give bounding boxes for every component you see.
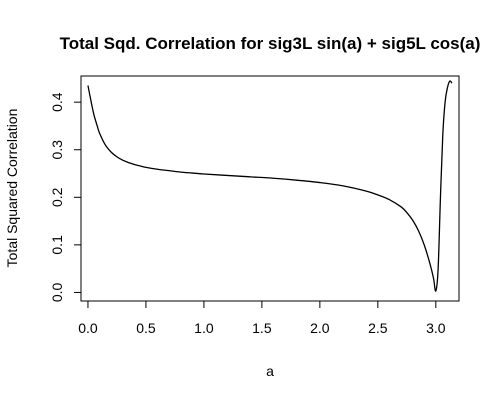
y-tick-label: 0.0 [49,282,65,302]
x-tick-label: 1.5 [252,320,272,336]
y-tick-label: 0.2 [49,187,65,207]
x-tick-label: 2.0 [310,320,330,336]
x-tick-label: 2.5 [368,320,388,336]
plot-frame [80,75,460,302]
y-tick-label: 0.4 [49,92,65,112]
y-tick-label: 0.1 [49,235,65,255]
y-axis: 0.0 0.1 0.2 0.3 0.4 [49,92,81,302]
x-axis-label: a [266,363,274,379]
x-axis: 0.0 0.5 1.0 1.5 2.0 2.5 3.0 [78,301,446,336]
y-tick-label: 0.3 [49,140,65,160]
series-line [87,80,453,292]
x-tick-label: 0.0 [78,320,98,336]
x-tick-label: 0.5 [136,320,156,336]
x-tick-label: 1.0 [194,320,214,336]
chart-title: Total Sqd. Correlation for sig3L sin(a) … [60,34,481,53]
x-tick-label: 3.0 [426,320,446,336]
y-axis-label: Total Squared Correlation [4,109,20,268]
